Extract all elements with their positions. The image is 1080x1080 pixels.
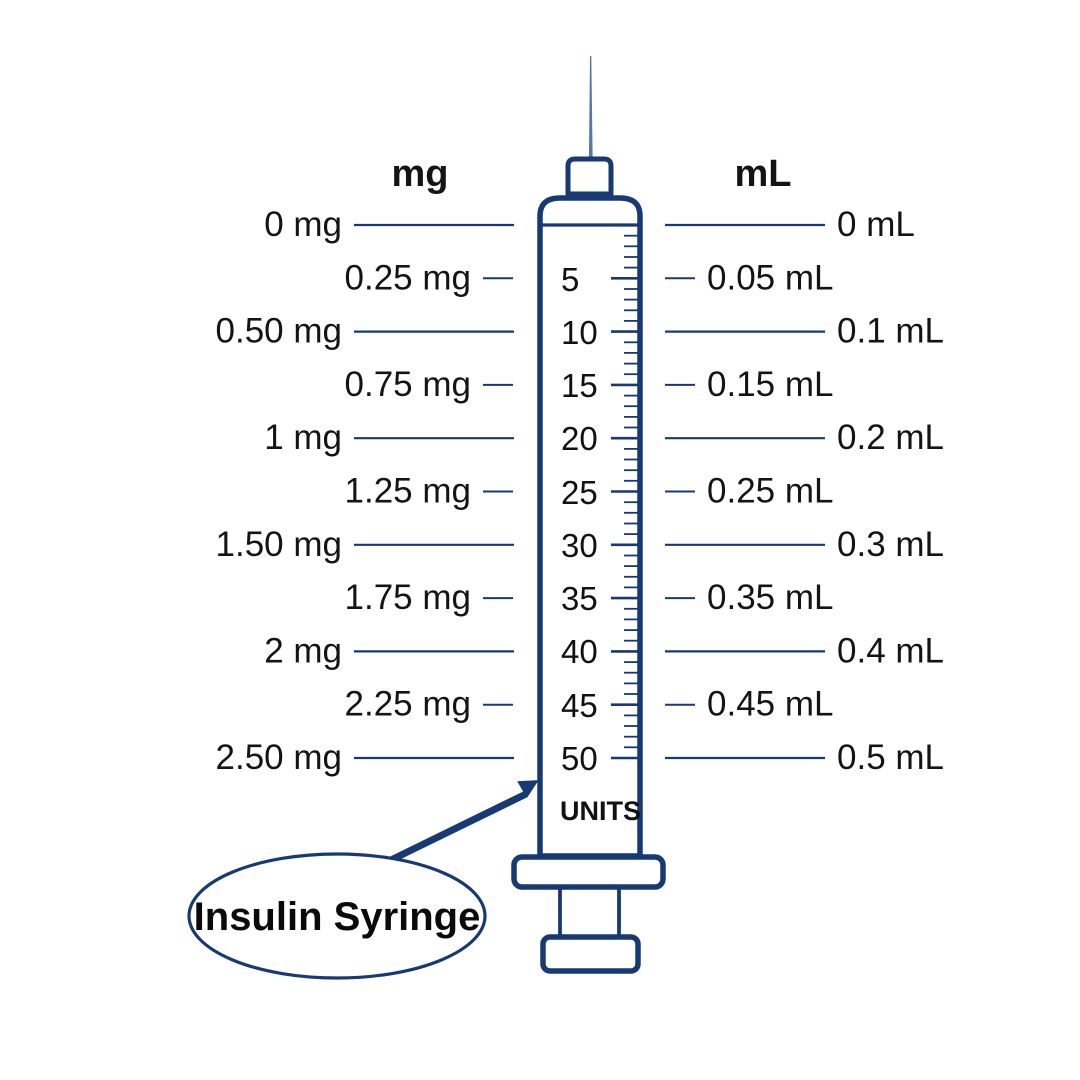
svg-text:0.3 mL: 0.3 mL [837, 525, 944, 564]
svg-text:0.4 mL: 0.4 mL [837, 631, 944, 670]
svg-text:50: 50 [561, 740, 598, 777]
svg-text:1.50 mg: 1.50 mg [216, 525, 342, 564]
svg-text:2.25 mg: 2.25 mg [345, 685, 471, 724]
svg-text:1 mg: 1 mg [264, 418, 342, 457]
svg-text:35: 35 [561, 580, 598, 617]
svg-text:0.5 mL: 0.5 mL [837, 738, 944, 777]
svg-text:0.05 mL: 0.05 mL [707, 258, 833, 297]
svg-text:1.25 mg: 1.25 mg [345, 472, 471, 511]
svg-text:0.25 mg: 0.25 mg [345, 258, 471, 297]
svg-text:0 mg: 0 mg [264, 205, 342, 244]
svg-text:Insulin Syringe: Insulin Syringe [194, 895, 481, 939]
svg-text:45: 45 [561, 687, 598, 724]
svg-text:0.75 mg: 0.75 mg [345, 365, 471, 404]
svg-text:0.2 mL: 0.2 mL [837, 418, 944, 457]
svg-text:25: 25 [561, 474, 598, 511]
svg-text:1.75 mg: 1.75 mg [345, 578, 471, 617]
svg-text:2 mg: 2 mg [264, 631, 342, 670]
svg-text:5: 5 [561, 261, 579, 298]
svg-text:0 mL: 0 mL [837, 205, 915, 244]
svg-text:0.25 mL: 0.25 mL [707, 472, 833, 511]
svg-text:UNITS: UNITS [560, 796, 641, 826]
svg-text:mg: mg [392, 153, 449, 195]
svg-text:0.1 mL: 0.1 mL [837, 312, 944, 351]
svg-text:0.35 mL: 0.35 mL [707, 578, 833, 617]
svg-text:20: 20 [561, 420, 598, 457]
svg-text:40: 40 [561, 633, 598, 670]
svg-text:0.45 mL: 0.45 mL [707, 685, 833, 724]
svg-text:30: 30 [561, 527, 598, 564]
svg-text:10: 10 [561, 314, 598, 351]
svg-text:2.50 mg: 2.50 mg [216, 738, 342, 777]
svg-text:0.50 mg: 0.50 mg [216, 312, 342, 351]
svg-text:mL: mL [735, 153, 792, 195]
svg-text:0.15 mL: 0.15 mL [707, 365, 833, 404]
svg-text:15: 15 [561, 367, 598, 404]
